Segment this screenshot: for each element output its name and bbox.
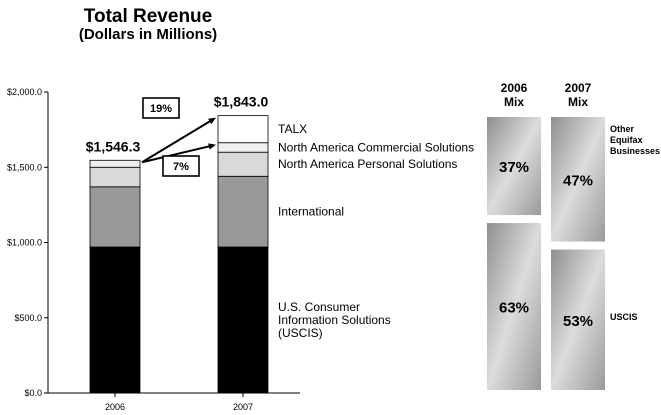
mix-block-other <box>487 117 541 216</box>
mix-pct-uscis: 53% <box>563 313 593 330</box>
bar-segment <box>89 166 141 188</box>
mix-header-word: Mix <box>568 95 588 109</box>
y-tick-label: $0.0 <box>24 388 42 398</box>
growth-annotations: 19% 7% <box>141 97 216 177</box>
bar-segment <box>89 186 141 248</box>
mix-block-uscis <box>487 223 541 390</box>
x-tick-label: 2007 <box>233 402 253 412</box>
bar-segment <box>217 142 269 153</box>
y-tick-label: $500.0 <box>14 313 42 323</box>
mix-pct-other: 47% <box>563 172 593 189</box>
segment-label: North America Personal Solutions <box>278 157 457 171</box>
segment-label: Information Solutions <box>278 313 391 327</box>
chart-subtitle: (Dollars in Millions) <box>79 26 217 43</box>
mix-header-word: Mix <box>504 95 524 109</box>
y-tick-label: $1,000.0 <box>7 238 42 248</box>
bar-segment <box>217 115 269 144</box>
segment-label: (USCIS) <box>278 326 323 340</box>
mix-panel: 2006Mix37%63%2007Mix47%53%OtherEquifaxBu… <box>487 81 660 390</box>
segment-label: North America Commercial Solutions <box>278 140 474 154</box>
mix-header-year: 2007 <box>565 81 592 95</box>
growth-box <box>162 155 200 177</box>
total-label: $1,546.3 <box>86 138 141 154</box>
growth-arrow-head <box>208 143 216 150</box>
y-tick-label: $1,500.0 <box>7 162 42 172</box>
bar-segment <box>217 246 269 394</box>
mix-pct-other: 37% <box>499 159 529 176</box>
mix-side-label-other: Equifax <box>610 135 643 145</box>
mix-block-other <box>551 117 605 242</box>
growth-arrow-head <box>208 117 216 125</box>
mix-header-year: 2006 <box>501 81 528 95</box>
segment-label: International <box>278 205 344 219</box>
growth-arrow-line <box>141 117 215 164</box>
segment-label: U.S. Consumer <box>278 300 360 314</box>
mix-side-label-other: Other <box>610 124 635 134</box>
mix-block-uscis <box>551 249 605 390</box>
x-tick-label: 2006 <box>105 402 125 412</box>
bar-stacks <box>89 115 269 394</box>
growth-arrow-line <box>141 144 215 164</box>
mix-pct-uscis: 63% <box>499 300 529 317</box>
growth-label: 7% <box>173 161 189 173</box>
total-labels: $1,546.3 $1,843.0 <box>86 94 269 155</box>
segment-label: TALX <box>278 122 307 136</box>
mix-side-label-uscis: USCIS <box>610 312 638 322</box>
chart-title: Total Revenue <box>84 6 212 27</box>
growth-box <box>142 97 180 119</box>
total-label: $1,843.0 <box>214 94 269 110</box>
bar-segment <box>89 246 141 394</box>
y-tick-label: $2,000.0 <box>7 87 42 97</box>
bar-segment <box>89 159 141 168</box>
growth-label: 19% <box>150 103 172 115</box>
mix-side-label-other: Businesses <box>610 146 660 156</box>
bar-segment <box>217 175 269 248</box>
bar-segment <box>217 151 269 177</box>
